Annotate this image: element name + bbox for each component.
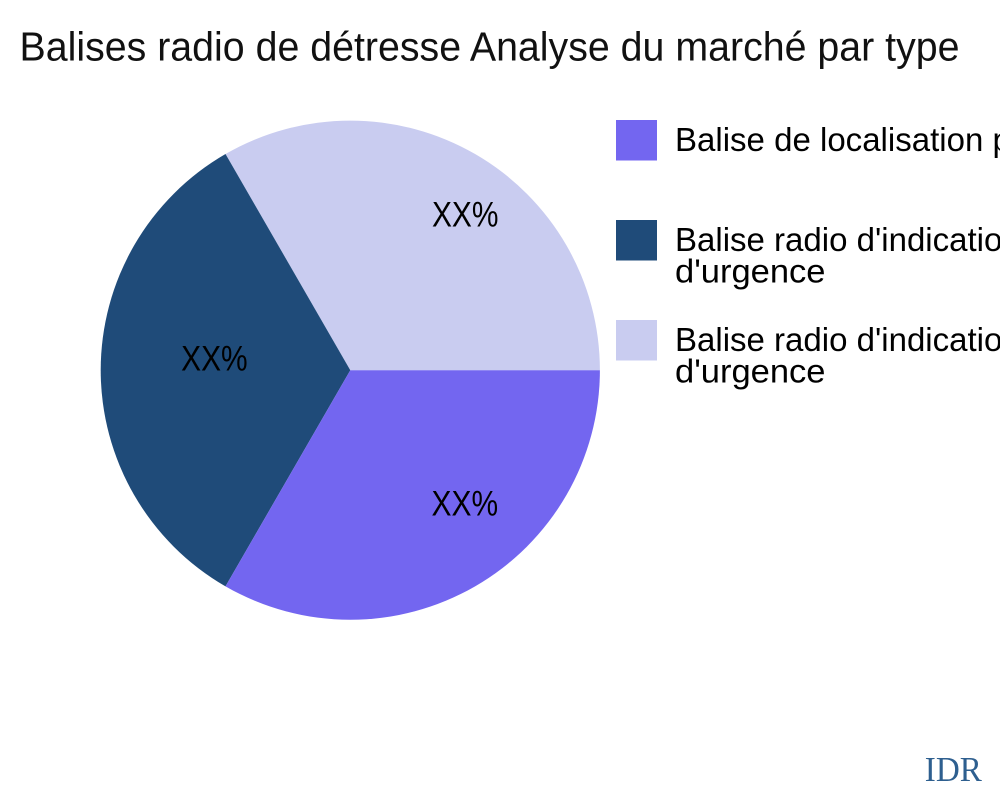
svg-text:Balise radio d'indication de p: Balise radio d'indication de position [675, 322, 1000, 359]
svg-text:XX%: XX% [432, 485, 499, 524]
svg-text:XX%: XX% [181, 340, 248, 379]
svg-text:d'urgence: d'urgence [675, 353, 826, 390]
svg-text:Balises radio de détresse Anal: Balises radio de détresse Analyse du mar… [20, 24, 960, 70]
svg-text:XX%: XX% [432, 195, 499, 234]
svg-text:Balise radio d'indication de p: Balise radio d'indication de position [675, 222, 1000, 259]
svg-text:IDR: IDR [925, 750, 983, 789]
svg-text:d'urgence: d'urgence [675, 253, 826, 290]
svg-text:Balise de localisation personn: Balise de localisation personnelle [675, 122, 1000, 159]
